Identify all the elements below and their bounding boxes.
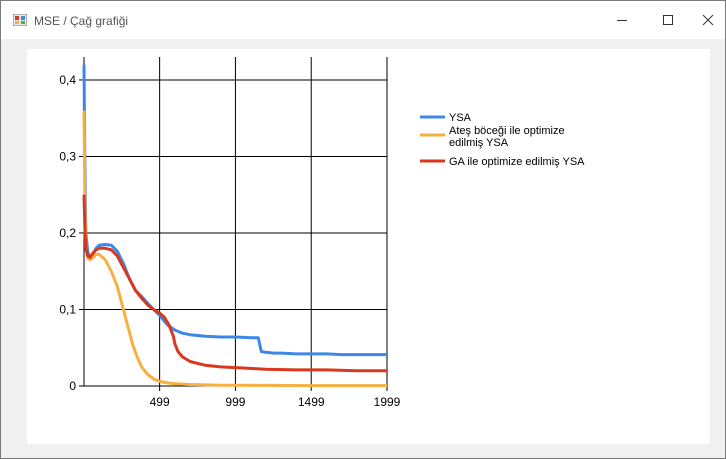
y-tick-label: 0: [69, 379, 76, 393]
x-tick-label: 1999: [374, 395, 401, 409]
legend-label-1: YSA: [449, 112, 472, 124]
close-button[interactable]: [691, 1, 725, 39]
y-tick-label: 0,3: [59, 149, 76, 163]
legend-label-3: GA ile optimize edilmiş YSA: [449, 156, 585, 168]
y-tick-label: 0,4: [59, 73, 76, 87]
chart-panel: 0 0,1 0,2 0,3 0,4 499 999 1499 1999 YSA Ateş böceğ…: [27, 49, 710, 444]
chart-app-icon: [13, 14, 27, 26]
maximize-button[interactable]: [645, 1, 691, 39]
y-tick-label: 0,2: [59, 226, 76, 240]
x-tick-label: 999: [225, 395, 245, 409]
window-title: MSE / Çağ grafiği: [34, 14, 129, 28]
y-tick-label: 0,1: [59, 302, 76, 316]
minimize-icon: [617, 20, 627, 21]
title-bar[interactable]: MSE / Çağ grafiği: [1, 1, 725, 39]
x-tick-label: 1499: [298, 395, 325, 409]
close-icon: [702, 14, 714, 26]
legend-label-2: Ateş böceği ile optimize edilmiş YSA: [449, 125, 565, 149]
series-line-2: [82, 110, 387, 388]
maximize-icon: [663, 15, 673, 25]
x-tick-label: 499: [150, 395, 170, 409]
series-line-3: [82, 194, 387, 373]
client-area: 0 0,1 0,2 0,3 0,4 499 999 1499 1999 YSA Ateş böceğ…: [1, 39, 725, 458]
minimize-button[interactable]: [599, 1, 645, 39]
